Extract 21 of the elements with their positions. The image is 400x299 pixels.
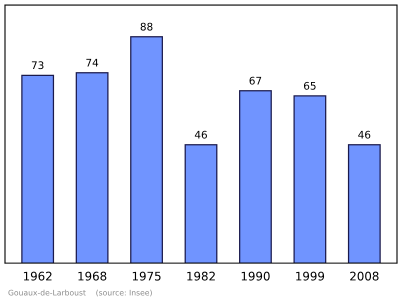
x-tick-label: 1968 [78, 272, 106, 281]
bar [21, 74, 54, 264]
x-tick-label: 1975 [132, 272, 161, 281]
data-label: 67 [250, 76, 262, 85]
data-label: 46 [358, 130, 370, 139]
x-tick-label: 1962 [24, 272, 52, 281]
data-label: 88 [140, 22, 152, 31]
bar [130, 36, 163, 264]
bar [184, 144, 218, 264]
data-label: 65 [304, 82, 316, 90]
data-label: 73 [32, 61, 44, 70]
x-tick-label: 1982 [187, 272, 215, 281]
bar [76, 72, 109, 264]
data-label: 74 [86, 58, 98, 66]
x-tick-label: 1999 [296, 272, 324, 281]
bar [293, 95, 326, 264]
data-label: 46 [194, 130, 207, 139]
x-tick-label: 1990 [242, 272, 270, 281]
bar [239, 90, 272, 264]
bar [348, 144, 381, 264]
x-tick-label: 2008 [350, 272, 379, 281]
